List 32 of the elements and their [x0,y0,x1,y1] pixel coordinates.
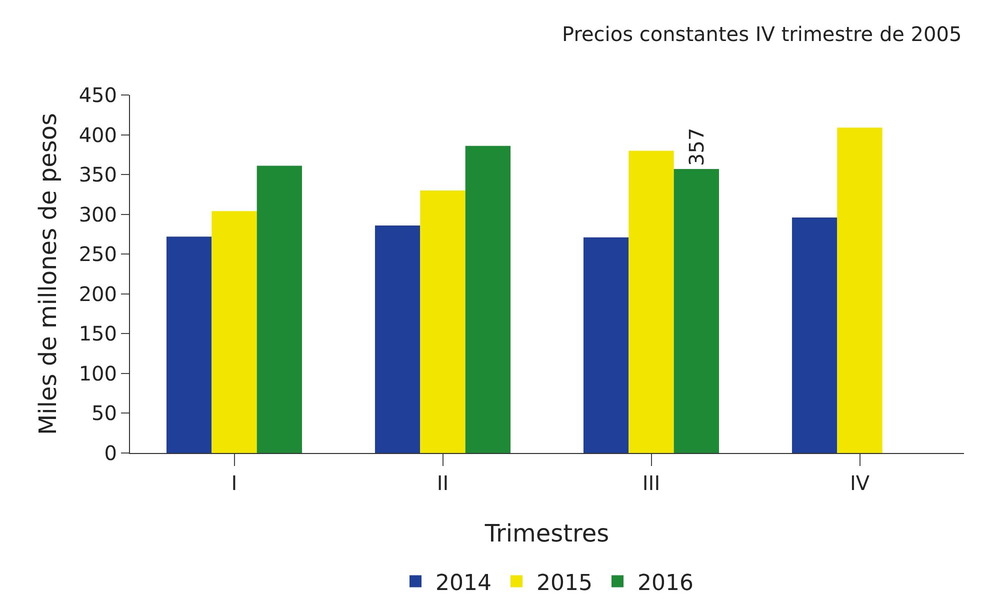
y-tick-label: 200 [78,282,117,306]
legend-label: 2015 [536,570,592,596]
y-tick-label: 150 [78,322,117,346]
bar [792,218,838,453]
bar [166,236,212,453]
x-axis-title: Trimestres [484,519,610,548]
bar [837,128,882,453]
bar [374,225,420,453]
y-tick-label: 0 [104,441,117,465]
x-tick-label: I [231,471,238,495]
bar [212,211,257,453]
y-tick-label: 350 [78,162,117,187]
y-tick-label: 450 [78,83,117,107]
bar [628,150,674,453]
y-tick-label: 250 [78,242,117,266]
chart-subtitle: Precios constantes IV trimestre de 2005 [562,22,962,46]
bar [583,237,629,453]
bar [256,166,302,453]
legend-label: 2016 [638,570,694,596]
data-label: 357 [684,128,708,166]
y-axis-title: Miles de millones de pesos [34,112,62,436]
bar [465,146,511,453]
bar [420,190,466,453]
bar [674,168,720,453]
y-tick-label: 50 [92,401,117,426]
x-tick-label: IV [850,471,870,495]
legend-label: 2014 [436,570,492,596]
y-tick-label: 400 [78,122,117,147]
x-tick-label: III [642,471,660,495]
x-tick-label: II [436,471,449,495]
y-tick-label: 100 [78,361,117,386]
y-tick-label: 300 [78,202,117,226]
